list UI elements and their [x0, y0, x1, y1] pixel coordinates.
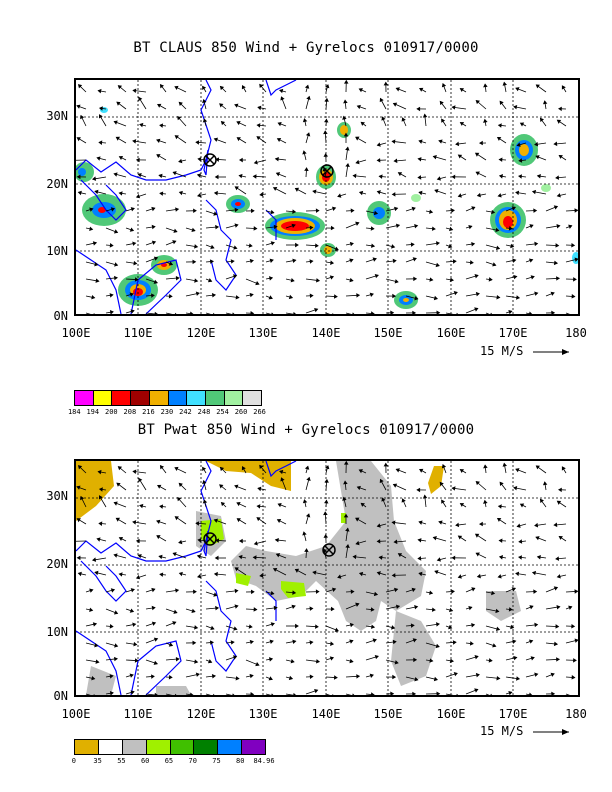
panel-1-map: [74, 78, 580, 316]
panel-1-colorbar-tick: 242: [179, 408, 192, 416]
panel-2-colorbar-ticks: 0 35 55 60 65 70 75 80 84.96: [62, 757, 276, 765]
panel-1-colorbar-tick: 200: [105, 408, 118, 416]
panel-1-colorbar-swatch: [224, 391, 244, 405]
panel-1-ylabel-20n: 20N: [46, 177, 68, 191]
panel-2-xlabel-120e: 120E: [186, 707, 216, 721]
panel-2-map-svg: [76, 461, 578, 695]
panel-1-colorbar-swatch: [149, 391, 169, 405]
panel-1-xlabel-180: 180: [565, 326, 587, 340]
panel-1-colorbar-tick: 216: [142, 408, 155, 416]
panel-1-colorbar-tick: 260: [234, 408, 248, 416]
panel-1-colorbar-swatch: [168, 391, 188, 405]
panel-2-colorbar-swatch: [194, 740, 219, 754]
panel-1-colorbar-tick: 254: [216, 408, 229, 416]
panel-2-colorbar: [74, 739, 266, 755]
panel-2-xlabel-130e: 130E: [248, 707, 278, 721]
panel-1-ylabel-10n: 10N: [46, 244, 68, 258]
panel-1-colorbar-swatch: [112, 391, 132, 405]
panel-2-colorbar-tick: 70: [188, 757, 197, 765]
panel-2-colorbar-tick: 35: [93, 757, 102, 765]
panel-2-colorbar-swatch: [170, 740, 195, 754]
panel-2-colorbar-swatch: [242, 740, 265, 754]
panel-1-xlabel-150e: 150E: [373, 326, 403, 340]
gyre-marker-1: [320, 164, 334, 178]
panel-2-colorbar-tick: 60: [140, 757, 150, 765]
gyre-marker-1: [322, 543, 336, 557]
panel-2-colorbar-swatch: [98, 740, 123, 754]
panel-1-map-svg: [76, 80, 578, 314]
panel-2-ylabel-0n: 0N: [53, 689, 68, 703]
panel-1-vector-scale: 15 M/S: [480, 344, 573, 358]
panel-2-xlabel-150e: 150E: [373, 707, 403, 721]
panel-2-colorbar-tick: 84.96: [253, 757, 275, 765]
panel-1-colorbar-swatch: [93, 391, 113, 405]
panel-2-colorbar-tick: 65: [164, 757, 174, 765]
panel-2-xlabel-110e: 110E: [123, 707, 153, 721]
panel-2-ylabel-30n: 30N: [46, 489, 68, 503]
panel-2-colorbar-tick: 75: [212, 757, 221, 765]
wind-vectors: [76, 80, 578, 314]
panel-2-xlabel-140e: 140E: [311, 707, 341, 721]
panel-1-xlabel-140e: 140E: [311, 326, 341, 340]
panel-1-xlabel-120e: 120E: [186, 326, 216, 340]
panel-1-colorbar: [74, 390, 262, 406]
panel-2-colorbar-tick: 80: [236, 757, 245, 765]
panel-1-xlabel-170e: 170E: [498, 326, 528, 340]
panel-1-xlabel-100e: 100E: [61, 326, 91, 340]
panel-1-colorbar-swatch: [187, 391, 206, 405]
gyre-marker-2: [203, 153, 217, 167]
panel-1-ylabel-30n: 30N: [46, 109, 68, 123]
wind-vectors: [76, 461, 578, 695]
panel-1-xlabel-160e: 160E: [436, 326, 466, 340]
scale-arrow-icon: [532, 348, 569, 355]
panel-1-colorbar-swatch: [75, 391, 94, 405]
panel-1-xlabel-130e: 130E: [248, 326, 278, 340]
panel-1-colorbar-ticks: 184 194 200 208 216 230 242 248 254 260 266: [65, 408, 269, 416]
panel-1-colorbar-tick: 184: [67, 408, 81, 416]
panel-2-xlabel-100e: 100E: [61, 707, 91, 721]
panel-2-ylabel-10n: 10N: [46, 625, 68, 639]
gyre-marker-2: [203, 532, 217, 546]
panel-2-vector-scale-label: 15 M/S: [480, 724, 524, 738]
coastlines: [76, 80, 297, 314]
panel-1-colorbar-tick: 266: [253, 408, 266, 416]
panel-1-colorbar-tick: 194: [86, 408, 100, 416]
panel-1-colorbar-tick: 208: [123, 408, 137, 416]
panel-2-colorbar-swatch: [146, 740, 171, 754]
panel-2-vector-scale: 15 M/S: [480, 724, 573, 738]
panel-2-colorbar-swatch: [218, 740, 243, 754]
panel-2-map: [74, 459, 580, 697]
panel-2-xlabel-160e: 160E: [436, 707, 466, 721]
panel-1-xlabel-110e: 110E: [123, 326, 153, 340]
panel-2-xlabel-170e: 170E: [498, 707, 528, 721]
panel-1-ylabel-0n: 0N: [53, 309, 68, 323]
panel-2-title: BT Pwat 850 Wind + Gyrelocs 010917/0000: [137, 422, 475, 438]
panel-1-colorbar-swatch: [131, 391, 150, 405]
panel-1-colorbar-tick: 230: [160, 408, 174, 416]
panel-2-colorbar-tick: 55: [117, 757, 126, 765]
panel-2-colorbar-swatch: [122, 740, 147, 754]
scale-arrow-icon: [532, 728, 569, 735]
panel-2-xlabel-180: 180: [565, 707, 587, 721]
panel-2-colorbar-tick: 0: [71, 757, 76, 765]
panel-1-colorbar-swatch: [205, 391, 225, 405]
panel-2-ylabel-20n: 20N: [46, 557, 68, 571]
panel-1-colorbar-swatch: [243, 391, 262, 405]
panel-1-colorbar-tick: 248: [197, 408, 211, 416]
pwat-shading: [76, 461, 521, 695]
panel-2-colorbar-swatch: [75, 740, 99, 754]
panel-1-title: BT CLAUS 850 Wind + Gyrelocs 010917/0000: [133, 40, 479, 56]
panel-1-vector-scale-label: 15 M/S: [480, 344, 524, 358]
